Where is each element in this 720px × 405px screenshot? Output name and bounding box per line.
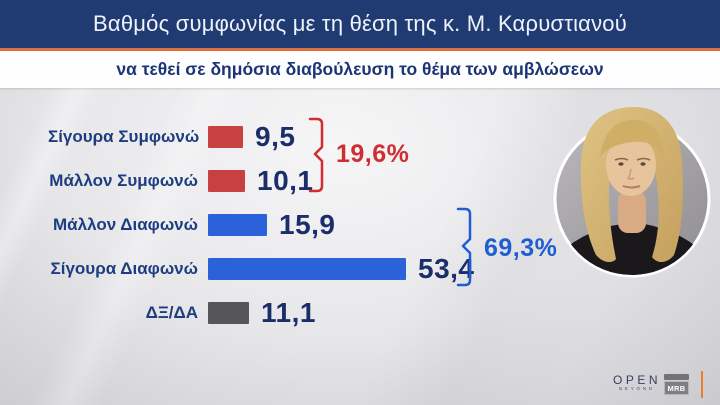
chart-row: ΔΞ/ΔΑ 11,1 (48, 297, 316, 328)
open-logo-tagline: BEYOND (619, 386, 655, 391)
value-label: 10,1 (257, 165, 314, 196)
bar (208, 126, 243, 148)
bar (208, 302, 249, 324)
footer-orange-divider (701, 371, 703, 398)
category-label: Σίγουρα Συμφωνώ (48, 127, 200, 146)
mrb-logo-bar (664, 374, 689, 380)
chart-row: Μάλλον Διαφωνώ 15,9 (48, 209, 336, 240)
person-photo (553, 106, 711, 278)
bar (208, 170, 245, 192)
category-label: Μάλλον Συμφωνώ (49, 171, 198, 190)
agree-total-percent: 19,6% (336, 140, 410, 168)
category-label: Σίγουρα Διαφωνώ (50, 259, 198, 278)
value-label: 11,1 (261, 297, 316, 328)
chart-row: Μάλλον Συμφωνώ 10,1 (48, 165, 314, 196)
disagree-total-percent: 69,3% (484, 234, 558, 262)
open-channel-logo: OPEN BEYOND (613, 374, 661, 392)
chart-row: Σίγουρα Συμφωνώ 9,5 (48, 121, 296, 152)
category-label: Μάλλον Διαφωνώ (53, 215, 198, 234)
value-label: 53,4 (418, 253, 475, 284)
value-label: 9,5 (255, 121, 296, 152)
category-label: ΔΞ/ΔΑ (145, 303, 198, 322)
header-band: Βαθμός συμφωνίας με τη θέση της κ. Μ. Κα… (0, 0, 720, 48)
value-label: 15,9 (279, 209, 336, 240)
mrb-logo-text: MRB (664, 381, 689, 395)
page-subtitle: να τεθεί σε δημόσια διαβούλευση το θέμα … (116, 59, 604, 79)
open-logo-text: OPEN (613, 373, 662, 387)
orange-divider (0, 48, 720, 51)
page-title: Βαθμός συμφωνίας με τη θέση της κ. Μ. Κα… (93, 11, 627, 36)
subtitle-band: να τεθεί σε δημόσια διαβούλευση το θέμα … (0, 51, 720, 88)
bar (208, 258, 406, 280)
mrb-logo: MRB (664, 374, 689, 395)
photo-head (580, 106, 683, 263)
bar (208, 214, 267, 236)
chart-row: Σίγουρα Διαφωνώ 53,4 (48, 253, 475, 284)
